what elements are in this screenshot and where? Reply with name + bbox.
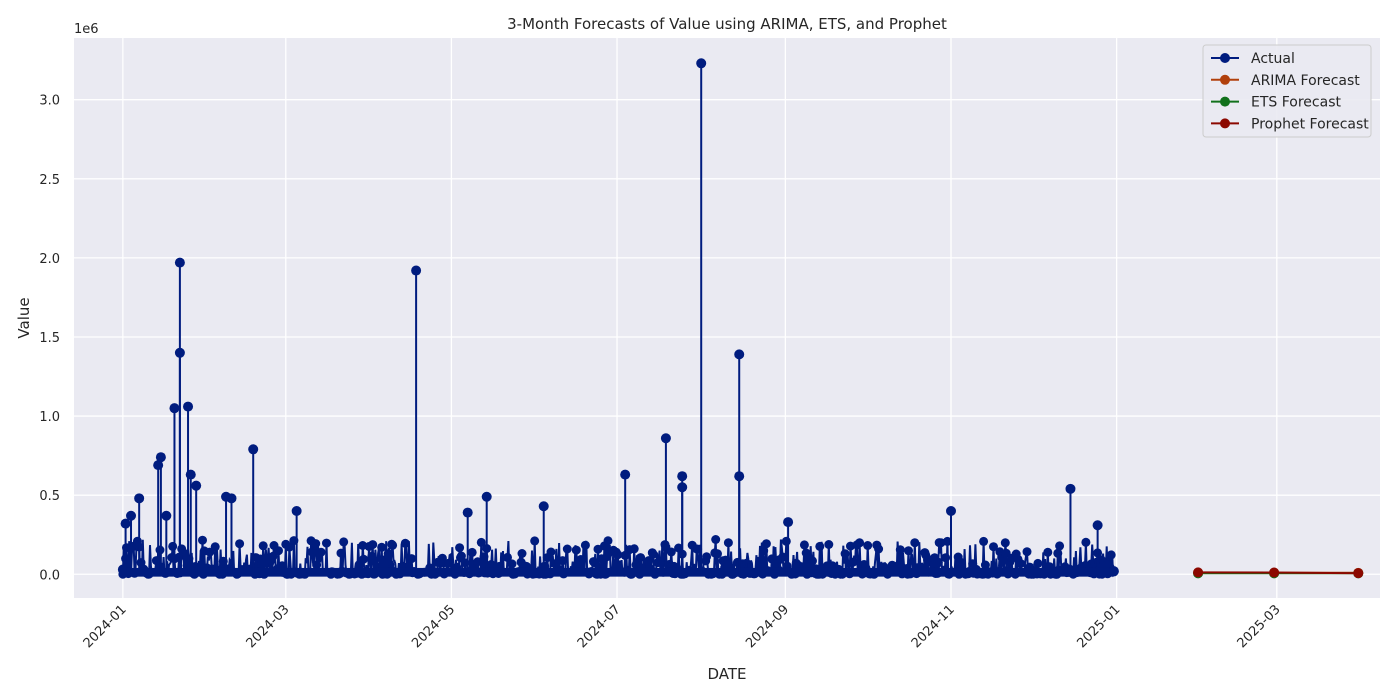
actual-spike-point (126, 510, 137, 521)
actual-spike-point (174, 257, 185, 268)
forecast-point (1269, 567, 1280, 578)
y-axis-label: Value (15, 297, 33, 338)
actual-spike-point (155, 452, 166, 463)
forecast-point (1353, 568, 1364, 579)
actual-spike-point (185, 469, 196, 480)
actual-spike-point (169, 403, 180, 414)
plot-area (74, 38, 1380, 598)
grid-lines (74, 38, 1380, 598)
legend-marker (1220, 96, 1230, 107)
x-tick-label: 2024-05 (409, 602, 458, 651)
actual-spike-point (620, 469, 631, 480)
x-tick-label: 2025-03 (1235, 602, 1284, 651)
actual-spike-point (134, 493, 145, 504)
actual-spike-point (183, 401, 194, 412)
actual-spike-point (411, 265, 422, 276)
x-tick-label: 2024-09 (743, 602, 792, 651)
actual-spike-point (120, 518, 131, 529)
actual-spike-point (538, 501, 549, 512)
actual-spike-point (481, 491, 492, 502)
actual-spike-point (191, 480, 202, 491)
actual-spike-point (226, 493, 237, 504)
actual-spike-point (783, 517, 794, 528)
x-tick-label: 2025-01 (1074, 602, 1123, 651)
actual-spike-point (1092, 520, 1103, 531)
actual-spike-point (946, 505, 957, 516)
x-axis-ticks: 2024-01 2024-03 2024-05 2024-07 2024-09 2024-… (81, 602, 1284, 651)
y-axis-ticks: 0.0 0.5 1.0 1.5 2.0 2.5 3.0 (39, 94, 60, 584)
legend-label: Actual (1251, 51, 1295, 67)
y-tick-label: 1.5 (39, 331, 60, 346)
actual-spike-point (734, 349, 745, 360)
x-axis-label: DATE (707, 665, 746, 683)
actual-base-band (122, 567, 1114, 577)
y-tick-label: 3.0 (39, 94, 60, 109)
y-axis-offset-label: 1e6 (74, 22, 99, 37)
x-tick-label: 2024-01 (81, 602, 130, 651)
series-actual (117, 58, 1119, 579)
legend-marker (1220, 74, 1230, 85)
actual-spike-point (248, 444, 259, 455)
legend-box (1202, 44, 1372, 138)
forecast-point (1193, 567, 1204, 578)
actual-spike-point (734, 471, 745, 482)
legend-label: ETS Forecast (1251, 95, 1341, 111)
actual-spike-point (174, 347, 185, 358)
series-layer (117, 58, 1364, 579)
actual-spike-point (1108, 566, 1119, 577)
legend: Actual ARIMA Forecast ETS Forecast Prophet … (1202, 44, 1372, 138)
legend-marker (1220, 118, 1230, 129)
actual-spike-point (291, 505, 302, 516)
series-prophet-forecast (1193, 567, 1364, 579)
legend-label: ARIMA Forecast (1251, 73, 1360, 89)
actual-spike-point (660, 433, 671, 444)
actual-spike-point (677, 482, 688, 493)
legend-label: Prophet Forecast (1251, 116, 1369, 132)
actual-spike-point (462, 507, 473, 518)
actual-spike-point (677, 471, 688, 482)
actual-spike-point (161, 510, 172, 521)
y-tick-label: 0.0 (39, 568, 60, 583)
legend-marker (1220, 53, 1230, 63)
y-tick-label: 2.0 (39, 252, 60, 267)
chart-title: 3-Month Forecasts of Value using ARIMA, … (507, 15, 947, 33)
y-tick-label: 0.5 (39, 489, 60, 504)
actual-spike-point (696, 58, 707, 69)
x-tick-label: 2024-03 (244, 602, 293, 651)
y-tick-label: 1.0 (39, 410, 60, 425)
actual-spike-point (1065, 483, 1076, 494)
y-tick-label: 2.5 (39, 173, 60, 188)
x-tick-label: 2024-07 (575, 602, 624, 651)
x-tick-label: 2024-11 (909, 602, 958, 651)
